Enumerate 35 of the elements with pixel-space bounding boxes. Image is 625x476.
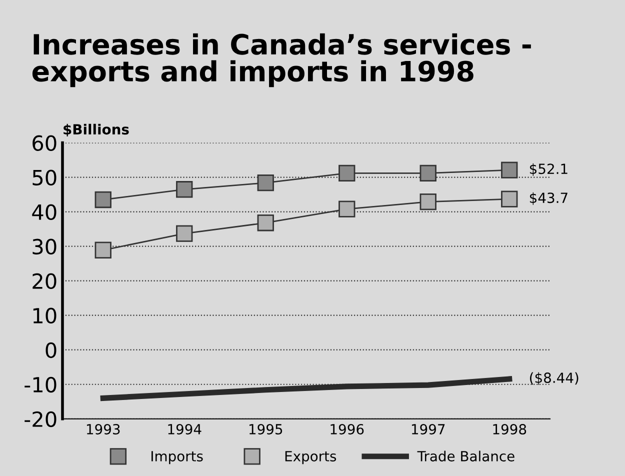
point	[420, 164, 436, 182]
legend-label: Trade Balance	[417, 450, 514, 462]
x-tick-label: 1998	[493, 424, 526, 434]
point	[94, 242, 112, 258]
y-tick-label: 40	[32, 204, 56, 220]
point	[257, 214, 274, 232]
y-tick-label: 60	[32, 135, 56, 152]
x-tick-label: 1993	[86, 424, 120, 434]
y-tick-label: 0	[46, 342, 56, 358]
x-tick-label: 1997	[412, 424, 445, 434]
y-tick-label: 30	[32, 238, 56, 255]
x-tick-label: 1994	[168, 424, 202, 434]
y-tick-label: -10	[24, 376, 56, 393]
legend-label: Exports	[285, 451, 336, 464]
chart-title: Increases in Canada’s services - exports and imports in 1998	[32, 33, 531, 88]
point	[338, 164, 356, 182]
y-axis-title: $Billions	[64, 124, 129, 136]
point	[94, 191, 112, 208]
legend-label: Imports	[152, 451, 203, 464]
x-tick-label: 1996	[330, 424, 364, 434]
y-tick-label: -20	[24, 411, 56, 428]
y-tick-label: 20	[32, 273, 56, 290]
point	[501, 190, 518, 208]
x-tick-label: 1995	[249, 424, 282, 434]
point	[501, 162, 518, 178]
annotation: $43.7	[530, 192, 568, 205]
annotation: $52.1	[530, 163, 568, 176]
y-tick-label: 50	[32, 170, 56, 186]
point	[257, 174, 274, 192]
point	[176, 181, 193, 198]
annotation: ($8.44)	[530, 372, 578, 385]
point	[420, 193, 436, 210]
point	[338, 200, 356, 218]
point	[176, 225, 193, 242]
y-tick-label: 10	[33, 308, 56, 324]
